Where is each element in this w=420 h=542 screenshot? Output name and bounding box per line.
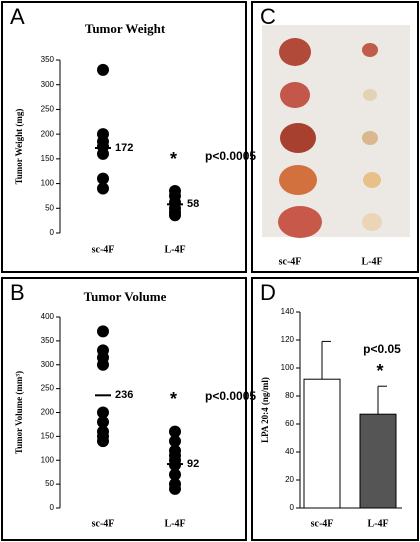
annotation: * [376, 361, 383, 381]
bar [303, 378, 341, 509]
x-tick-label: sc-4F [279, 256, 302, 267]
panel-letter: C [260, 4, 276, 29]
tumor [279, 165, 317, 195]
data-point [97, 406, 109, 419]
tumor [280, 82, 310, 108]
y-tick-label: 250 [41, 105, 55, 114]
y-tick-label: 120 [281, 335, 295, 344]
y-axis-label: Tumor Weight (mg) [14, 109, 24, 185]
y-tick-label: 400 [41, 312, 55, 321]
y-tick-label: 250 [41, 384, 55, 393]
annotation: * [170, 389, 177, 409]
annotation: p<0.0005 [205, 389, 256, 403]
mean-label: 58 [187, 198, 199, 210]
tumor [362, 131, 378, 145]
y-tick-label: 150 [41, 154, 55, 163]
y-tick-label: 50 [45, 203, 54, 212]
tumor [279, 38, 311, 66]
tumor [278, 206, 322, 238]
y-axis-label: Tumor Volume (mm³) [14, 371, 24, 454]
panel-frame [1, 277, 247, 541]
panel-letter: B [10, 280, 25, 305]
data-point [97, 147, 109, 160]
y-tick-label: 350 [41, 336, 55, 345]
annotation: p<0.0005 [205, 149, 256, 163]
x-tick-label: L-4F [164, 244, 185, 255]
data-point [97, 182, 109, 195]
chart-title: Tumor Weight [85, 21, 166, 36]
y-tick-label: 20 [285, 475, 294, 484]
mean-label: 236 [115, 389, 133, 401]
panel-letter: A [10, 4, 25, 29]
y-tick-label: 100 [41, 179, 55, 188]
panel-frame [251, 277, 419, 541]
data-point [169, 482, 181, 495]
data-point [97, 416, 109, 429]
y-tick-label: 100 [281, 363, 295, 372]
data-point [169, 209, 181, 222]
x-tick-label: L-4F [361, 256, 382, 267]
y-tick-label: 300 [41, 80, 55, 89]
y-tick-label: 100 [41, 455, 55, 464]
x-tick-label: sc-4F [92, 518, 115, 529]
y-tick-label: 80 [285, 391, 294, 400]
annotation: * [170, 149, 177, 169]
data-point [97, 435, 109, 448]
y-tick-label: 0 [50, 228, 55, 237]
annotation: p<0.05 [363, 342, 401, 356]
panel-letter: D [260, 280, 276, 305]
x-tick-label: L-4F [164, 518, 185, 529]
y-tick-label: 200 [41, 408, 55, 417]
x-tick-label: sc-4F [311, 518, 334, 529]
mean-label: 92 [187, 458, 199, 470]
y-tick-label: 300 [41, 360, 55, 369]
data-point [97, 358, 109, 371]
tumor [362, 43, 378, 57]
photo [262, 25, 410, 238]
y-axis-label: LPA 20:4 (ng/ml) [260, 377, 270, 443]
panel-frame [1, 1, 247, 273]
y-tick-label: 0 [290, 503, 295, 512]
tumor [363, 172, 381, 188]
y-tick-label: 350 [41, 55, 55, 64]
y-tick-label: 0 [50, 503, 55, 512]
tumor [362, 213, 382, 231]
mean-label: 172 [115, 142, 133, 154]
x-tick-label: sc-4F [92, 244, 115, 255]
data-point [169, 468, 181, 481]
bar [359, 413, 397, 509]
data-point [97, 325, 109, 338]
y-tick-label: 60 [285, 419, 294, 428]
data-point [169, 435, 181, 448]
data-point [97, 172, 109, 185]
chart-title: Tumor Volume [84, 289, 167, 304]
tumor [363, 89, 377, 101]
y-tick-label: 150 [41, 431, 55, 440]
y-tick-label: 50 [45, 479, 54, 488]
x-tick-label: L-4F [367, 518, 388, 529]
y-tick-label: 140 [281, 307, 295, 316]
data-point [169, 425, 181, 438]
y-tick-label: 40 [285, 447, 294, 456]
data-point [97, 63, 109, 76]
y-tick-label: 200 [41, 129, 55, 138]
tumor [280, 123, 316, 153]
panel-frame [251, 1, 419, 273]
